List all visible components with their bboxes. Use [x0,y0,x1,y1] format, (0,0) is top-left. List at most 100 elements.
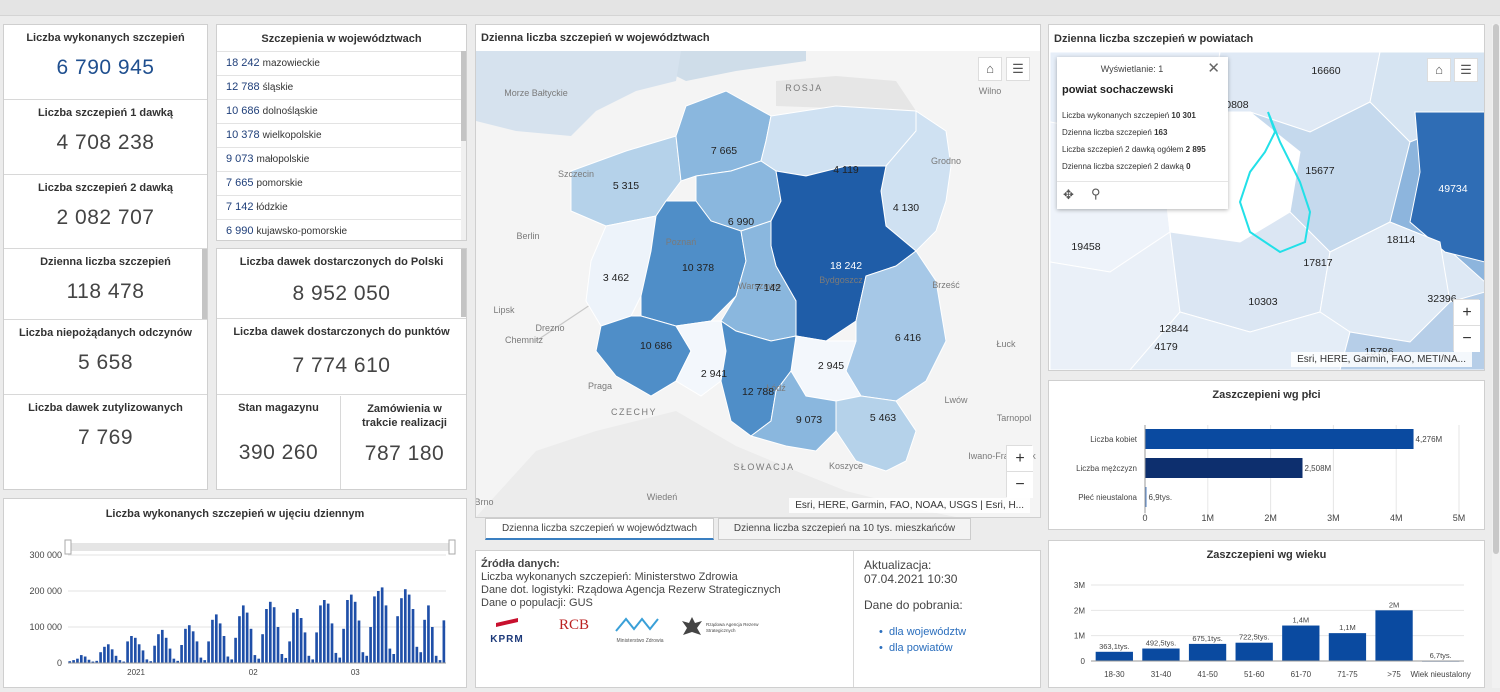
age-bar[interactable] [1235,642,1273,661]
daily-bar[interactable] [411,609,415,663]
kpi-scrollbar-thumb[interactable] [202,249,207,319]
page-scrollbar-thumb[interactable] [1493,24,1499,554]
daily-bar[interactable] [114,655,118,663]
popup-close-button[interactable]: ✕ [1207,59,1220,77]
daily-bar[interactable] [245,612,249,663]
daily-bar[interactable] [415,646,419,663]
daily-bar[interactable] [315,632,318,663]
daily-bar[interactable] [164,637,168,663]
daily-bar[interactable] [388,648,392,663]
daily-bar[interactable] [373,596,376,663]
map-main-legend-button[interactable]: ☰ [1006,57,1030,81]
daily-bar[interactable] [76,658,79,663]
map-county-zoom-in-button[interactable]: + [1454,300,1480,326]
daily-bar[interactable] [357,620,361,663]
daily-bar[interactable] [180,645,183,663]
link-counties[interactable]: dla powiatów [888,642,953,654]
daily-bar[interactable] [380,587,384,663]
map-county-home-button[interactable]: ⌂ [1427,58,1451,82]
daily-bar[interactable] [103,646,106,663]
daily-bar[interactable] [299,618,303,663]
region-row[interactable]: 9 073 małopolskie [217,148,461,172]
tab-map-per-10k[interactable]: Dzienna liczba szczepień na 10 tys. mies… [718,518,971,540]
link-regions[interactable]: dla województw [888,626,967,638]
region-row[interactable]: 18 242 mazowieckie [217,52,461,76]
map-main-home-button[interactable]: ⌂ [978,57,1002,81]
daily-bar[interactable] [419,652,423,663]
daily-bar[interactable] [68,661,72,663]
daily-bar[interactable] [241,605,245,663]
daily-bar[interactable] [214,614,218,663]
daily-bar[interactable] [268,601,272,663]
daily-bar[interactable] [222,636,226,663]
daily-bar[interactable] [106,644,110,663]
daily-bar[interactable] [434,655,438,663]
daily-bar[interactable] [203,660,207,663]
daily-bar[interactable] [72,660,75,663]
daily-bar[interactable] [334,652,338,663]
daily-bar[interactable] [211,619,214,663]
daily-bar[interactable] [257,658,261,663]
daily-bar[interactable] [87,659,91,663]
daily-bar[interactable] [176,660,180,663]
age-bar[interactable] [1095,651,1133,661]
daily-bar[interactable] [319,605,322,663]
daily-bar[interactable] [403,589,407,663]
daily-bar[interactable] [295,609,299,663]
daily-bar[interactable] [427,605,430,663]
daily-bar[interactable] [280,654,284,663]
daily-bar[interactable] [191,631,195,663]
daily-bar[interactable] [430,627,434,663]
daily-bar[interactable] [361,652,365,663]
daily-bar[interactable] [172,658,176,663]
regions-list-scrollbar-thumb[interactable] [461,51,466,141]
daily-bar[interactable] [137,644,141,663]
gender-bar[interactable] [1145,429,1414,449]
daily-bar[interactable] [311,659,315,663]
daily-bar[interactable] [288,641,291,663]
daily-bar[interactable] [99,652,102,663]
map-county-legend-button[interactable]: ☰ [1454,58,1478,82]
daily-bar[interactable] [83,656,87,663]
daily-bar[interactable] [346,600,349,663]
daily-bar[interactable] [400,598,403,663]
daily-bar[interactable] [234,637,237,663]
daily-bar[interactable] [149,661,153,663]
daily-bar[interactable] [110,649,114,663]
daily-bar[interactable] [249,628,253,663]
region-row[interactable]: 7 665 pomorskie [217,172,461,196]
gender-bar[interactable] [1145,487,1147,507]
popup-zoom-to-button[interactable]: ⚲ [1091,186,1101,202]
daily-bar[interactable] [438,660,442,663]
daily-bar[interactable] [184,628,187,663]
daily-bar[interactable] [303,632,307,663]
age-bar[interactable] [1142,648,1180,661]
daily-bar[interactable] [342,628,345,663]
daily-bar[interactable] [307,655,311,663]
daily-bar[interactable] [95,660,99,663]
range-slider-track[interactable] [68,543,452,551]
age-bar[interactable] [1328,633,1367,661]
daily-bar[interactable] [122,661,126,663]
daily-bar[interactable] [130,636,133,663]
daily-bar[interactable] [133,637,137,663]
county-area[interactable] [1409,111,1485,263]
daily-bar[interactable] [392,654,396,663]
daily-bar[interactable] [126,641,129,663]
daily-bar[interactable] [369,627,372,663]
daily-bar[interactable] [157,634,160,663]
daily-bar[interactable] [353,601,357,663]
regions-list-scrollbar[interactable] [461,51,466,240]
range-slider-handle-left[interactable] [64,539,72,555]
region-podkarpackie[interactable] [835,395,917,472]
daily-bar[interactable] [141,650,145,663]
daily-bar[interactable] [276,627,280,663]
page-scrollbar[interactable] [1492,24,1500,688]
daily-bar[interactable] [168,648,172,663]
daily-bar[interactable] [407,594,411,663]
county-area[interactable] [1339,291,1485,370]
daily-bar[interactable] [365,655,369,663]
map-main[interactable]: Morze Bałtyckie ROSJA Wilno Grodno Berlin Brz… [476,51,1040,517]
map-main-zoom-in-button[interactable]: + [1007,446,1033,472]
daily-bar[interactable] [253,655,257,663]
